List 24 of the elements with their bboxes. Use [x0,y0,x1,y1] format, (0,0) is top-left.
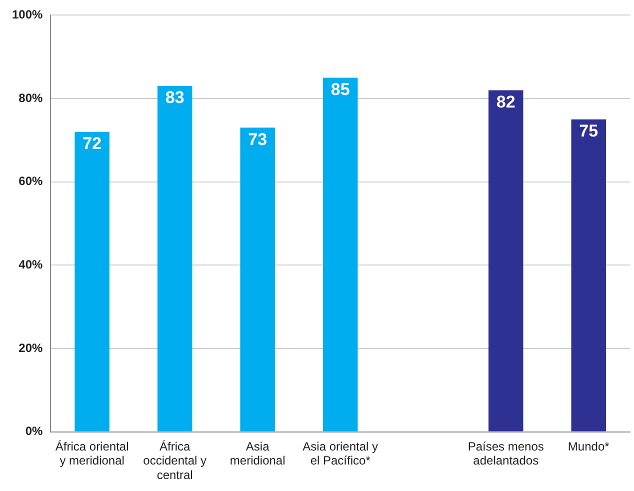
y-tick-label: 80% [18,90,44,105]
y-tick-label: 20% [18,340,44,355]
data-label: 85 [330,80,350,99]
data-label: 72 [82,134,102,154]
bar [488,90,524,432]
y-tick-label: 0% [25,424,44,438]
bar [157,86,192,432]
y-tick-label: 60% [18,174,44,188]
data-label: 82 [496,92,516,112]
bar [240,128,275,432]
data-label: 75 [579,122,598,141]
x-tick-label: Asia meridional [230,439,286,468]
data-label: 73 [248,130,268,149]
x-tick-label: Asia oriental y el Pacífico* [302,439,378,468]
x-tick-label: Mundo* [568,439,610,454]
y-tick-label: 100% [12,8,44,22]
x-tick-label: África occidental y central [143,439,207,482]
y-tick-label: 40% [18,257,44,272]
bar [322,78,358,432]
x-tick-label: África oriental y meridional [55,439,129,468]
x-tick-label: Países menos adelantados [468,439,544,468]
data-label: 83 [165,88,184,108]
bar [74,132,110,432]
bar [571,119,606,432]
